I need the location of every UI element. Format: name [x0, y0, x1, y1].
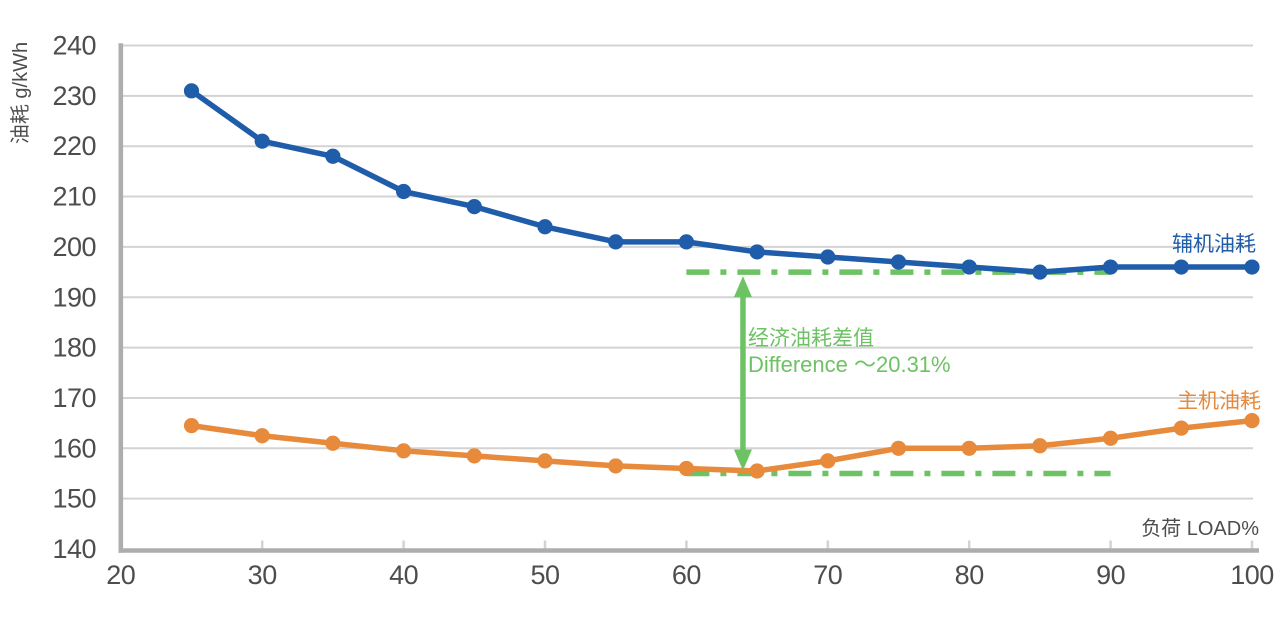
arrow-head-down [733, 449, 752, 471]
data-point-marker [537, 453, 553, 469]
data-point-marker [466, 199, 482, 215]
data-point-marker [961, 259, 977, 275]
y-tick-label: 180 [52, 333, 96, 363]
data-point-marker [254, 428, 270, 444]
y-tick-label: 200 [52, 232, 96, 262]
y-tick-label: 220 [52, 131, 96, 161]
auxiliary-series [183, 83, 1260, 280]
data-point-marker [1103, 430, 1119, 446]
data-point-marker [183, 83, 200, 99]
data-point-marker [1173, 420, 1189, 436]
annotation-difference-value: Difference ～20.31% [748, 352, 951, 377]
data-point-marker [749, 463, 765, 479]
data-point-marker [961, 440, 977, 456]
data-point-marker [1244, 259, 1260, 275]
x-tick-label: 100 [1230, 560, 1274, 590]
x-axis-title: 负荷 LOAD% [1141, 517, 1259, 540]
data-point-marker [537, 219, 553, 235]
y-tick-label: 190 [52, 282, 96, 312]
series-label-main-engine: 主机油耗 [1177, 390, 1261, 413]
data-point-marker [820, 453, 836, 469]
data-point-marker [466, 448, 482, 464]
main-series [183, 413, 1260, 479]
data-point-marker [678, 460, 695, 477]
y-axis-title: 油耗 g/kWh [9, 42, 32, 144]
data-point-marker [1032, 438, 1048, 454]
chart-layers: 20 30 40 50 60 70 80 90 100 140 150 160 170 180 190 200… [52, 31, 1274, 591]
annotation-difference-title: 经济油耗差值 [748, 327, 874, 350]
series-label-auxiliary-engine: 辅机油耗 [1172, 233, 1256, 256]
series-line [188, 417, 1255, 474]
data-point-marker [183, 418, 200, 434]
data-point-marker [608, 458, 624, 474]
x-tick-label: 30 [248, 560, 277, 590]
y-tick-label: 160 [52, 433, 96, 463]
data-point-marker [1103, 259, 1119, 275]
series-line [188, 88, 1255, 275]
x-tick-marks [260, 540, 1254, 549]
data-point-marker [325, 435, 341, 451]
data-point-marker [1173, 259, 1189, 275]
data-point-marker [325, 148, 341, 164]
data-point-marker [254, 133, 270, 149]
y-tick-label: 230 [52, 81, 96, 111]
x-tick-label: 60 [672, 560, 701, 590]
data-point-marker [1244, 413, 1260, 429]
data-point-marker [749, 244, 765, 260]
axes [118, 43, 1259, 553]
data-point-marker [890, 440, 907, 456]
arrow-shaft [740, 295, 746, 452]
y-tick-label: 170 [52, 383, 96, 413]
x-tick-label: 40 [389, 560, 418, 590]
difference-arrow [733, 276, 752, 471]
data-point-marker [396, 183, 412, 200]
arrow-head-up [733, 276, 752, 298]
y-tick-label: 140 [52, 534, 96, 564]
x-tick-label: 80 [955, 560, 984, 590]
y-tick-labels: 140 150 160 170 180 190 200 210 220 230 240 [52, 31, 96, 565]
data-point-marker [396, 443, 412, 459]
x-tick-label: 70 [813, 560, 842, 590]
data-point-marker [890, 254, 907, 270]
x-tick-label: 90 [1096, 560, 1125, 590]
x-tick-labels: 20 30 40 50 60 70 80 90 100 [106, 560, 1274, 590]
data-point-marker [678, 234, 695, 250]
y-tick-label: 210 [52, 182, 96, 212]
y-tick-label: 240 [52, 31, 96, 61]
data-point-marker [1032, 264, 1048, 280]
y-tick-label: 150 [52, 484, 96, 514]
data-point-marker [820, 249, 836, 265]
data-point-marker [608, 234, 624, 250]
x-tick-label: 20 [106, 560, 135, 590]
x-tick-label: 50 [530, 560, 559, 590]
